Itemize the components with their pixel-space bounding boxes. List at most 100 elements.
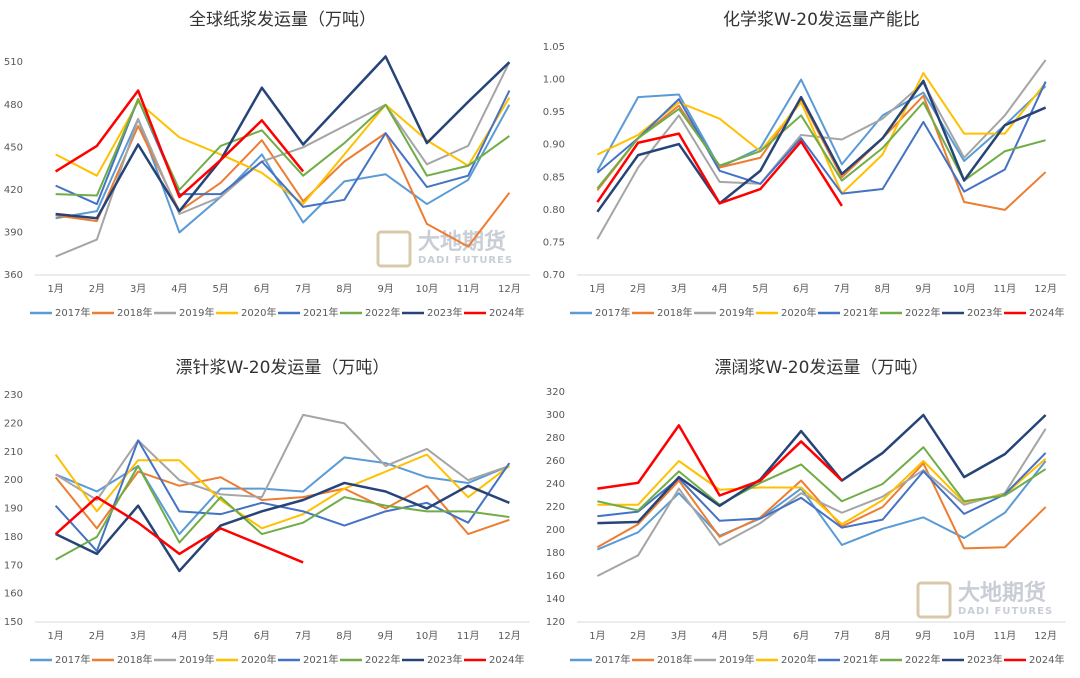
series-line: [54, 89, 305, 199]
legend-label: 2017年: [55, 653, 90, 666]
x-tick-label: 8月: [336, 283, 352, 295]
y-tick-label: 200: [4, 475, 23, 486]
legend-label: 2023年: [967, 653, 1002, 666]
series-line: [596, 132, 843, 207]
legend-label: 2020年: [781, 306, 816, 319]
legend-label: 2021年: [303, 653, 338, 666]
x-tick-label: 2月: [630, 283, 646, 295]
x-tick-label: 4月: [711, 630, 727, 642]
x-tick-label: 8月: [874, 630, 890, 642]
series-line: [55, 61, 511, 258]
watermark-cn: 大地期货: [958, 580, 1046, 606]
y-tick-label: 0.75: [543, 237, 565, 248]
y-tick-label: 180: [4, 532, 23, 543]
y-tick-label: 0.95: [543, 107, 565, 118]
chart-title: 化学浆W-20发运量产能比: [723, 10, 920, 30]
x-tick-label: 1月: [589, 283, 605, 295]
y-tick-label: 510: [4, 57, 23, 68]
series-line: [596, 101, 1046, 189]
x-tick-label: 5月: [212, 630, 228, 642]
x-tick-label: 6月: [254, 630, 270, 642]
y-tick-label: 180: [546, 548, 565, 559]
y-tick-label: 260: [546, 456, 565, 467]
x-tick-label: 10月: [953, 630, 976, 642]
y-tick-label: 220: [4, 418, 23, 429]
chart-title: 漂阔浆W-20发运量（万吨）: [715, 358, 929, 378]
legend-label: 2024年: [489, 306, 524, 319]
series-line: [54, 470, 510, 536]
y-tick-label: 280: [546, 433, 565, 444]
x-tick-label: 3月: [130, 283, 146, 295]
x-tick-label: 12月: [498, 283, 521, 295]
legend-label: 2020年: [781, 653, 816, 666]
legend-label: 2019年: [179, 306, 214, 319]
x-tick-label: 8月: [336, 630, 352, 642]
x-tick-label: 5月: [212, 283, 228, 295]
watermark-en: DADI FUTURES: [418, 255, 513, 266]
x-tick-label: 4月: [171, 283, 187, 295]
x-tick-label: 9月: [377, 283, 393, 295]
legend-label: 2017年: [595, 653, 630, 666]
x-tick-label: 6月: [254, 283, 270, 295]
chart-title: 漂针浆W-20发运量（万吨）: [176, 358, 390, 378]
x-tick-label: 9月: [915, 630, 931, 642]
legend-label: 2023年: [967, 306, 1002, 319]
y-tick-label: 170: [4, 560, 23, 571]
x-tick-label: 3月: [671, 630, 687, 642]
x-tick-label: 2月: [89, 630, 105, 642]
y-tick-label: 300: [546, 410, 565, 421]
x-tick-label: 9月: [915, 283, 931, 295]
x-tick-label: 4月: [171, 630, 187, 642]
legend-label: 2018年: [117, 653, 152, 666]
y-tick-label: 0.80: [543, 205, 565, 216]
x-tick-label: 7月: [834, 630, 850, 642]
watermark-cn: 大地期货: [418, 229, 506, 255]
y-tick-label: 0.90: [543, 140, 565, 151]
x-tick-label: 7月: [834, 283, 850, 295]
legend-label: 2024年: [1029, 306, 1064, 319]
x-tick-label: 1月: [47, 630, 63, 642]
legend-label: 2019年: [179, 653, 214, 666]
x-tick-label: 3月: [671, 283, 687, 295]
watermark-en: DADI FUTURES: [958, 606, 1053, 617]
series-line: [55, 464, 510, 561]
x-tick-label: 3月: [130, 630, 146, 642]
y-tick-label: 150: [4, 617, 23, 628]
y-tick-label: 1.00: [543, 75, 565, 86]
legend-label: 2017年: [595, 306, 630, 319]
watermark-logo: [916, 581, 952, 619]
series-line: [54, 453, 510, 530]
x-tick-label: 7月: [295, 283, 311, 295]
legend-label: 2023年: [427, 653, 462, 666]
y-tick-label: 160: [4, 589, 23, 600]
x-tick-label: 11月: [994, 630, 1017, 642]
legend-label: 2022年: [905, 306, 940, 319]
x-tick-label: 4月: [711, 283, 727, 295]
legend-label: 2021年: [303, 306, 338, 319]
y-tick-label: 240: [546, 479, 565, 490]
y-tick-label: 210: [4, 447, 23, 458]
series-line: [55, 98, 510, 197]
y-tick-label: 320: [546, 387, 565, 398]
legend-label: 2022年: [905, 653, 940, 666]
legend-label: 2024年: [1029, 653, 1064, 666]
y-tick-label: 220: [546, 502, 565, 513]
y-tick-label: 0.85: [543, 172, 565, 183]
series-line: [55, 55, 511, 220]
series-line: [597, 446, 1047, 512]
x-tick-label: 5月: [752, 283, 768, 295]
x-tick-label: 12月: [498, 630, 521, 642]
legend-label: 2018年: [657, 306, 692, 319]
legend-label: 2020年: [241, 653, 276, 666]
x-tick-label: 10月: [416, 630, 439, 642]
legend-label: 2018年: [657, 653, 692, 666]
x-tick-label: 11月: [994, 283, 1017, 295]
series-line: [55, 413, 510, 501]
x-tick-label: 11月: [457, 630, 480, 642]
y-tick-label: 190: [4, 504, 23, 515]
series-line: [54, 495, 304, 564]
x-tick-label: 7月: [295, 630, 311, 642]
x-tick-label: 10月: [416, 283, 439, 295]
series-line: [597, 413, 1047, 525]
